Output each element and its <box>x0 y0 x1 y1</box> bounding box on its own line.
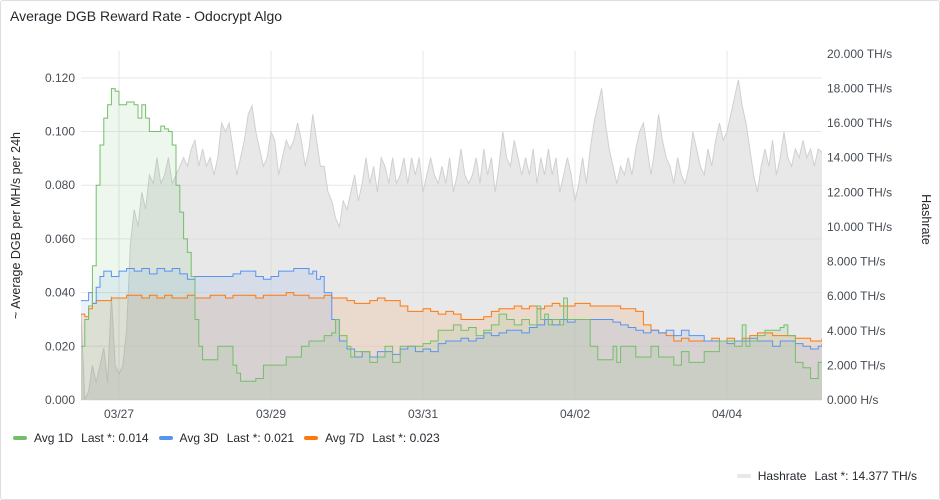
legend-item-avg-1d[interactable]: Avg 1D Last *: 0.014 <box>13 431 149 445</box>
y-right-tick-label-7: 14.000 TH/s <box>827 151 892 165</box>
legend-label-avg-7d: Avg 7D <box>325 431 365 445</box>
y-right-tick-label-6: 12.000 TH/s <box>827 185 892 199</box>
legend-label-avg-1d: Avg 1D <box>34 431 74 445</box>
series-hashrate-line <box>81 79 822 400</box>
legend-right: Hashrate Last *: 14.377 TH/s <box>736 469 917 483</box>
legend-last-label-avg-1d: Last *: <box>81 431 116 445</box>
legend-swatch-avg-1d <box>13 436 27 440</box>
y-left-tick-label-6: 0.120 <box>45 71 75 85</box>
y-right-tick-label-10: 20.000 TH/s <box>827 47 892 61</box>
legend-last-value-hashrate: 14.377 TH/s <box>851 469 917 483</box>
y-right-tick-label-1: 2.000 TH/s <box>827 358 885 372</box>
series-avg-7d-line <box>81 292 822 342</box>
y-left-tick-label-1: 0.020 <box>45 339 75 353</box>
legend-last-value-avg-1d: 0.014 <box>118 431 149 445</box>
series-hashrate-area <box>81 79 822 400</box>
legend-item-hashrate[interactable]: Hashrate Last *: 14.377 TH/s <box>736 469 917 483</box>
y-left-tick-label-2: 0.040 <box>45 286 75 300</box>
y-left-tick-label-0: 0.000 <box>45 393 75 407</box>
series-avg-3d-line <box>81 267 822 358</box>
legend-label-avg-3d: Avg 3D <box>179 431 219 445</box>
y-left-axis-title: ~ Average DGB per MH/s per 24h <box>9 132 23 319</box>
panel-title[interactable]: Average DGB Reward Rate - Odocrypt Algo <box>10 8 283 24</box>
y-right-tick-label-8: 16.000 TH/s <box>827 116 892 130</box>
x-tick-label-4: 04/04 <box>712 407 742 421</box>
y-right-tick-label-9: 18.000 TH/s <box>827 81 892 95</box>
y-left-tick-label-5: 0.100 <box>45 125 75 139</box>
legend-main: Avg 1D Last *: 0.014 Avg 3D Last *: 0.02… <box>13 431 450 445</box>
legend-swatch-avg-7d <box>304 436 319 440</box>
y-right-tick-label-0: 0.000 H/s <box>827 393 878 407</box>
legend-last-label-avg-3d: Last *: <box>226 431 261 445</box>
y-left-tick-label-4: 0.080 <box>45 178 75 192</box>
x-tick-label-0: 03/27 <box>104 407 134 421</box>
x-tick-label-3: 04/02 <box>560 407 590 421</box>
legend-last-label-hashrate: Last *: <box>814 469 849 483</box>
series-avg-1d-area <box>81 88 822 400</box>
y-right-tick-label-4: 8.000 TH/s <box>827 255 885 269</box>
legend-swatch-hashrate <box>736 474 751 478</box>
legend-swatch-avg-3d <box>158 436 173 440</box>
y-left-tick-label-3: 0.060 <box>45 232 75 246</box>
series-avg-1d-line <box>81 88 822 382</box>
legend-item-avg-3d[interactable]: Avg 3D Last *: 0.021 <box>158 431 295 445</box>
y-right-tick-label-5: 10.000 TH/s <box>827 220 892 234</box>
legend-last-value-avg-3d: 0.021 <box>264 431 295 445</box>
series-avg-7d-area <box>81 292 822 400</box>
x-tick-label-2: 03/31 <box>408 407 438 421</box>
series-avg-3d-area <box>81 268 822 400</box>
legend-label-hashrate: Hashrate <box>757 469 807 483</box>
legend-item-avg-7d[interactable]: Avg 7D Last *: 0.023 <box>304 431 440 445</box>
y-right-tick-label-2: 4.000 TH/s <box>827 324 885 338</box>
plot-area <box>81 79 822 400</box>
legend-last-label-avg-7d: Last *: <box>372 431 407 445</box>
x-tick-label-1: 03/29 <box>256 407 286 421</box>
y-right-tick-label-3: 6.000 TH/s <box>827 289 885 303</box>
legend-last-value-avg-7d: 0.023 <box>409 431 440 445</box>
y-right-axis-title: Hashrate <box>919 194 933 245</box>
